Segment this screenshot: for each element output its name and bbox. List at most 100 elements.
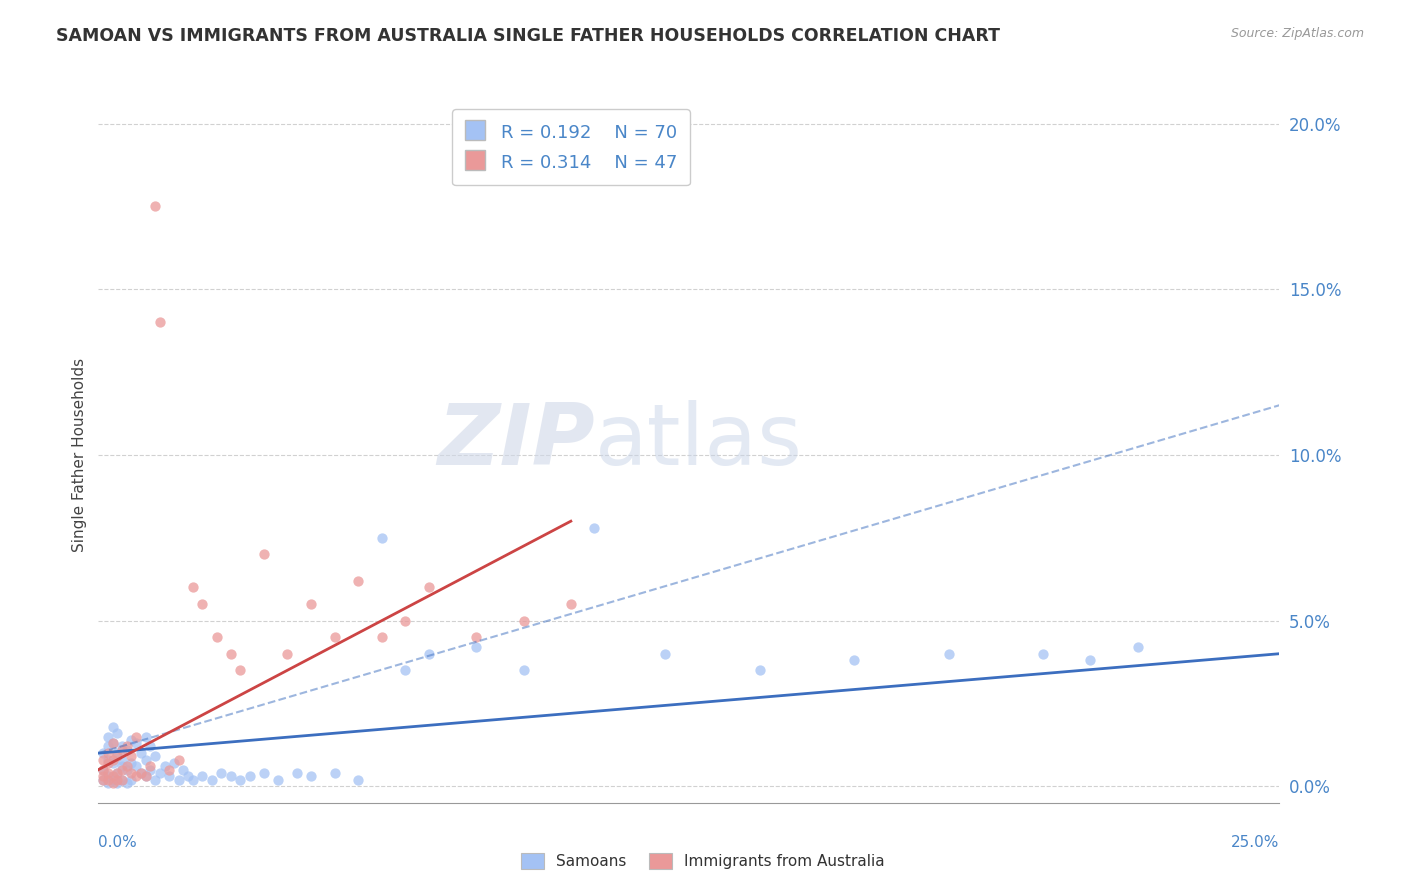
Point xyxy=(139,739,162,754)
Point xyxy=(299,769,322,783)
Point xyxy=(97,753,120,767)
Point xyxy=(105,776,128,790)
Point xyxy=(153,759,176,773)
Point xyxy=(654,647,676,661)
Point xyxy=(149,315,172,329)
Point xyxy=(323,766,346,780)
Point xyxy=(101,776,124,790)
Point xyxy=(115,776,138,790)
Point xyxy=(1126,640,1149,654)
Point xyxy=(172,763,194,777)
Point xyxy=(938,647,960,661)
Point xyxy=(97,730,120,744)
Point xyxy=(121,772,143,787)
Point xyxy=(418,581,440,595)
Point xyxy=(91,753,114,767)
Point xyxy=(157,763,180,777)
Point xyxy=(97,766,120,780)
Point xyxy=(125,759,148,773)
Point xyxy=(125,769,148,783)
Point xyxy=(1032,647,1054,661)
Point xyxy=(371,630,394,644)
Text: 25.0%: 25.0% xyxy=(1232,836,1279,850)
Point xyxy=(125,730,148,744)
Legend: Samoans, Immigrants from Australia: Samoans, Immigrants from Australia xyxy=(515,847,891,875)
Point xyxy=(143,199,166,213)
Text: ZIP: ZIP xyxy=(437,400,595,483)
Point xyxy=(139,763,162,777)
Point xyxy=(167,753,190,767)
Point xyxy=(135,753,157,767)
Point xyxy=(101,720,124,734)
Point xyxy=(157,769,180,783)
Point xyxy=(111,763,134,777)
Point xyxy=(1080,653,1102,667)
Point xyxy=(219,647,242,661)
Point xyxy=(129,766,152,780)
Point xyxy=(276,647,298,661)
Point xyxy=(121,749,143,764)
Point xyxy=(91,763,114,777)
Point xyxy=(135,769,157,783)
Point xyxy=(191,597,214,611)
Point xyxy=(394,663,416,677)
Point xyxy=(253,766,276,780)
Point xyxy=(97,746,120,760)
Point xyxy=(229,772,252,787)
Point xyxy=(111,759,134,773)
Point xyxy=(105,766,128,780)
Point xyxy=(91,763,114,777)
Point xyxy=(105,772,128,787)
Point xyxy=(253,547,276,561)
Point xyxy=(323,630,346,644)
Point xyxy=(115,739,138,754)
Point xyxy=(91,746,114,760)
Point xyxy=(299,597,322,611)
Point xyxy=(101,769,124,783)
Point xyxy=(512,614,534,628)
Point xyxy=(115,743,138,757)
Point xyxy=(347,574,370,588)
Point xyxy=(111,753,134,767)
Point xyxy=(135,730,157,744)
Point xyxy=(465,630,488,644)
Point xyxy=(149,766,172,780)
Point xyxy=(111,772,134,787)
Point xyxy=(101,756,124,770)
Point xyxy=(115,759,138,773)
Point xyxy=(139,759,162,773)
Point xyxy=(394,614,416,628)
Point xyxy=(181,772,204,787)
Point xyxy=(209,766,232,780)
Point xyxy=(97,776,120,790)
Point xyxy=(105,766,128,780)
Point xyxy=(105,746,128,760)
Point xyxy=(748,663,770,677)
Point xyxy=(111,772,134,787)
Point xyxy=(465,640,488,654)
Point xyxy=(844,653,866,667)
Point xyxy=(583,521,606,535)
Point xyxy=(121,756,143,770)
Point xyxy=(201,772,224,787)
Text: atlas: atlas xyxy=(595,400,803,483)
Point xyxy=(512,663,534,677)
Point xyxy=(105,749,128,764)
Point xyxy=(267,772,290,787)
Point xyxy=(229,663,252,677)
Point xyxy=(239,769,262,783)
Y-axis label: Single Father Households: Single Father Households xyxy=(72,358,87,552)
Point xyxy=(285,766,308,780)
Point xyxy=(177,769,200,783)
Point xyxy=(111,739,134,754)
Text: SAMOAN VS IMMIGRANTS FROM AUSTRALIA SINGLE FATHER HOUSEHOLDS CORRELATION CHART: SAMOAN VS IMMIGRANTS FROM AUSTRALIA SING… xyxy=(56,27,1000,45)
Point xyxy=(115,763,138,777)
Point xyxy=(91,772,114,787)
Point xyxy=(418,647,440,661)
Point xyxy=(191,769,214,783)
Point xyxy=(91,769,114,783)
Point xyxy=(129,746,152,760)
Point xyxy=(560,597,582,611)
Point xyxy=(163,756,186,770)
Point xyxy=(371,531,394,545)
